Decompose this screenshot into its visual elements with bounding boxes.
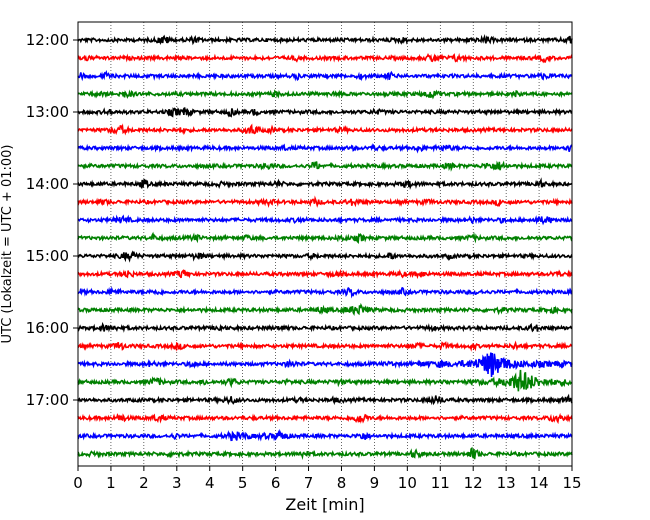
y-tick-label-17:00: 17:00 [26, 391, 69, 409]
trace-17 [77, 321, 573, 333]
x-tick-label-14: 14 [530, 474, 549, 492]
y-tick-label-12:00: 12:00 [26, 31, 69, 49]
x-tick-label-12: 12 [464, 474, 483, 492]
trace-10 [77, 195, 573, 209]
plot-area [78, 22, 572, 466]
seismic-traces [77, 33, 573, 460]
trace-19 [77, 352, 573, 377]
trace-22 [77, 412, 573, 425]
trace-1 [77, 33, 573, 46]
y-axis-label: UTC (Lokalzeit = UTC + 01:00) [0, 145, 15, 344]
x-tick-label-15: 15 [562, 474, 581, 492]
trace-18 [77, 340, 573, 352]
trace-7 [77, 143, 573, 154]
x-tick-label-11: 11 [431, 474, 450, 492]
trace-11 [77, 214, 573, 226]
y-tick-label-15:00: 15:00 [26, 247, 69, 265]
trace-14 [77, 268, 573, 280]
y-tick-label-14:00: 14:00 [26, 175, 69, 193]
trace-21 [77, 393, 573, 406]
trace-8 [77, 160, 573, 172]
trace-9 [77, 177, 573, 190]
x-tick-label-5: 5 [238, 474, 248, 492]
trace-23 [77, 428, 573, 442]
x-tick-label-10: 10 [398, 474, 417, 492]
trace-13 [77, 250, 573, 263]
y-axis: 12:00 13:00 14:00 15:00 16:00 17:00 [26, 31, 78, 409]
x-tick-label-1: 1 [106, 474, 116, 492]
x-tick-label-7: 7 [304, 474, 314, 492]
trace-20 [77, 369, 573, 392]
x-tick-label-3: 3 [172, 474, 182, 492]
trace-24 [77, 446, 573, 460]
plot-frame [77, 21, 573, 467]
trace-6 [77, 123, 573, 136]
x-tick-label-8: 8 [337, 474, 347, 492]
x-tick-label-2: 2 [139, 474, 149, 492]
x-tick-label-6: 6 [271, 474, 281, 492]
x-grid [110, 22, 540, 466]
x-axis-label: Zeit [min] [285, 495, 364, 514]
trace-5 [77, 107, 573, 118]
y-tick-label-13:00: 13:00 [26, 103, 69, 121]
x-tick-label-4: 4 [205, 474, 215, 492]
trace-2 [77, 52, 573, 64]
trace-12 [77, 231, 573, 245]
trace-15 [77, 286, 573, 299]
trace-16 [77, 302, 573, 316]
y-tick-label-16:00: 16:00 [26, 319, 69, 337]
x-tick-label-9: 9 [370, 474, 380, 492]
x-axis: 0 1 2 3 4 5 6 7 8 9 10 11 12 13 14 15 [73, 466, 582, 492]
x-tick-label-13: 13 [497, 474, 516, 492]
trace-4 [77, 89, 573, 100]
trace-3 [77, 69, 573, 82]
x-tick-label-0: 0 [73, 474, 83, 492]
